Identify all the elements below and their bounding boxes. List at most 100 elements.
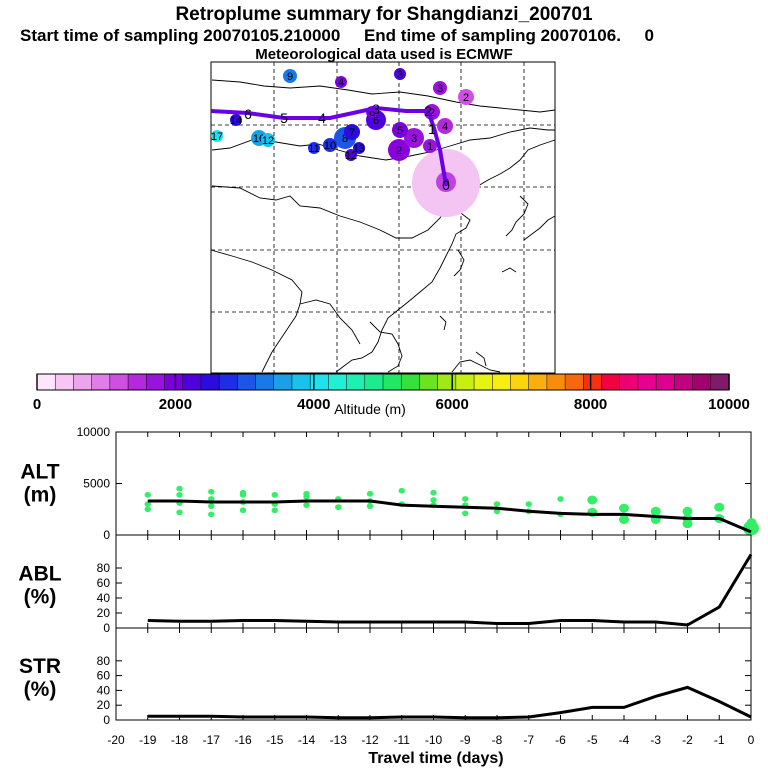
y-tick-label: 80: [97, 654, 111, 668]
x-tick-label: -16: [234, 733, 252, 747]
track-day-label: 6: [244, 106, 252, 122]
cluster-label: 4: [338, 77, 344, 89]
panel-frame: [115, 534, 752, 629]
alt-scatter-point: [619, 503, 629, 513]
colorbar-swatch: [255, 373, 275, 391]
y-tick-label: 5000: [83, 477, 110, 491]
colorbar-swatch: [127, 373, 147, 391]
abl-line: [147, 553, 753, 627]
cluster-point: [335, 76, 347, 88]
alt-scatter-point: [557, 496, 564, 502]
colorbar-label: Altitude (m): [334, 401, 406, 417]
x-axis: -20 -19 -18 -17 -16 -15 -14 -13 -12 -11 -10 -9 -8 -7-…: [107, 733, 754, 747]
alt-scatter-point: [271, 491, 278, 498]
x-tick-label: -14: [298, 733, 316, 747]
alt-scatter-point: [303, 502, 310, 509]
track-day-label: 3: [372, 101, 380, 117]
colorbar-swatch: [346, 373, 366, 391]
cluster-point: [230, 114, 242, 126]
alt-scatter-point: [650, 506, 661, 516]
y-axis-unit: (%): [24, 678, 57, 701]
y-axis-unit: (m): [24, 484, 57, 507]
x-tick-label: -11: [394, 733, 411, 747]
cluster-label: 6: [369, 107, 375, 119]
cluster-label: 10: [324, 140, 336, 152]
colorbar-swatch: [91, 373, 111, 391]
colorbar-swatch: [455, 373, 475, 391]
x-tick-label: -13: [330, 733, 348, 747]
x-axis-label: Travel time (days): [368, 750, 503, 767]
alt-scatter-point: [303, 490, 310, 497]
x-tick-label: -20: [107, 733, 125, 747]
y-tick-label: 20: [97, 606, 111, 620]
x-tick-label: -12: [361, 733, 379, 747]
alt-scatter-point: [176, 509, 183, 516]
alt-scatter-point: [271, 507, 278, 514]
colorbar-swatch: [364, 373, 384, 391]
cluster-label: 11: [308, 143, 319, 155]
cluster-label: 17: [211, 131, 223, 143]
track-day-label: 1: [428, 121, 436, 137]
colorbar-swatches: [36, 373, 730, 391]
cluster-point: [283, 69, 297, 83]
x-tick-label: -9: [460, 733, 471, 747]
altitude-colorbar: 0 2000 4000 6000 8000 10000 Altitude (m): [33, 373, 750, 417]
colorbar-swatch: [637, 373, 657, 391]
cluster-point: [211, 130, 223, 142]
cluster-label: 6: [373, 115, 379, 127]
y-tick-label: 60: [97, 669, 111, 683]
colorbar-swatch: [382, 373, 402, 391]
alt-scatter-point: [462, 496, 469, 502]
colorbar-swatch: [400, 373, 421, 391]
alt-scatter-point: [525, 501, 532, 507]
colorbar-swatch: [146, 373, 166, 391]
colorbar-swatch: [182, 373, 202, 391]
colorbar-swatch: [54, 373, 75, 391]
cluster-point: [437, 118, 453, 134]
colorbar-swatch: [601, 373, 621, 391]
y-axis-label: STR: [19, 655, 61, 678]
x-tick-label: -3: [650, 733, 661, 747]
alt-scatter-point: [398, 487, 405, 494]
met-data-line: Meteorological data used is ECMWF: [255, 46, 513, 63]
y-tick-label: 10000: [77, 425, 111, 439]
y-axis-label: ALT: [20, 461, 59, 484]
colorbar-tick-label: 6000: [436, 396, 469, 413]
alt-scatter-point: [587, 495, 598, 505]
x-tick-label: -1: [714, 733, 725, 747]
x-tick-label: -19: [139, 733, 157, 747]
y-tick-label: 40: [97, 591, 111, 605]
alt-scatter-point: [682, 506, 693, 516]
x-tick-label: -10: [425, 733, 443, 747]
cluster-point: [433, 81, 447, 95]
cluster-label: 1: [427, 141, 433, 153]
track-day-label: 5: [280, 110, 288, 126]
colorbar-swatch: [73, 373, 93, 391]
colorbar-swatch: [492, 373, 512, 391]
y-axis-label: ABL: [18, 563, 61, 586]
cluster-label: 12: [262, 135, 274, 147]
cluster-point: [261, 133, 275, 147]
cluster-point: [344, 124, 360, 140]
colorbar-swatch: [309, 373, 330, 391]
y-tick-label: 0: [103, 713, 110, 727]
x-tick-label: -8: [492, 733, 503, 747]
alt-scatter-point: [144, 491, 151, 498]
alt-scatter-point: [239, 507, 247, 514]
colorbar-swatch: [291, 373, 311, 391]
plume-track-line: [210, 105, 448, 186]
colorbar-swatch: [273, 373, 293, 391]
x-tick-label: -4: [619, 733, 630, 747]
cluster-label: 12: [345, 150, 357, 162]
alt-scatter-point: [430, 497, 437, 503]
str-line: [147, 685, 752, 720]
x-tick-label: -17: [203, 733, 221, 747]
cluster-point: [458, 89, 474, 105]
cluster-point: [323, 138, 337, 152]
track-day-label: 2: [424, 103, 432, 119]
colorbar-swatch: [619, 373, 639, 391]
colorbar-swatch: [674, 373, 694, 391]
